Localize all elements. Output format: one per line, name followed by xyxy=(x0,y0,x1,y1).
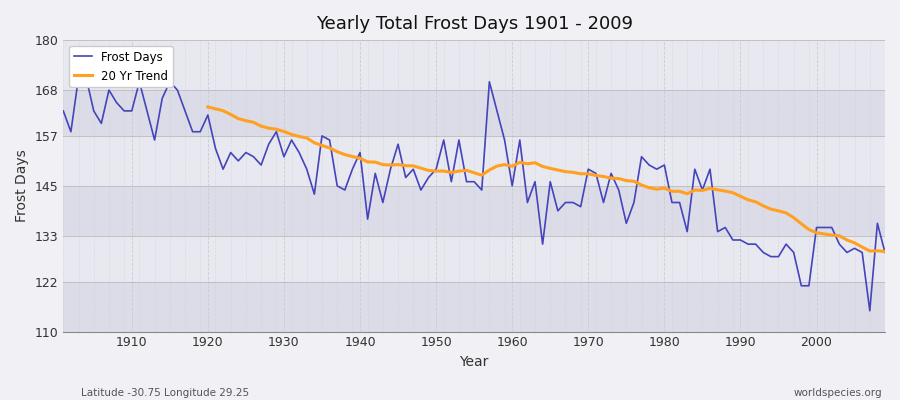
Title: Yearly Total Frost Days 1901 - 2009: Yearly Total Frost Days 1901 - 2009 xyxy=(316,15,633,33)
Bar xyxy=(63,282,885,332)
Frost Days xyxy=(293,150,304,155)
Bar xyxy=(63,136,885,186)
20 Yr Trend xyxy=(293,134,304,139)
20 Yr Trend xyxy=(674,189,685,194)
Y-axis label: Frost Days: Frost Days xyxy=(15,150,29,222)
X-axis label: Year: Year xyxy=(460,355,489,369)
Line: 20 Yr Trend: 20 Yr Trend xyxy=(208,107,885,252)
Frost Days xyxy=(58,108,68,113)
20 Yr Trend xyxy=(780,210,791,215)
Bar xyxy=(63,90,885,136)
Frost Days xyxy=(864,308,875,313)
Bar xyxy=(63,186,885,236)
Text: worldspecies.org: worldspecies.org xyxy=(794,388,882,398)
Frost Days xyxy=(73,75,84,80)
Frost Days xyxy=(879,250,890,255)
Line: Frost Days: Frost Days xyxy=(63,78,885,311)
Legend: Frost Days, 20 Yr Trend: Frost Days, 20 Yr Trend xyxy=(69,46,173,87)
Bar xyxy=(63,40,885,90)
Text: Latitude -30.75 Longitude 29.25: Latitude -30.75 Longitude 29.25 xyxy=(81,388,249,398)
20 Yr Trend xyxy=(850,240,860,245)
Bar xyxy=(63,236,885,282)
20 Yr Trend xyxy=(766,207,777,212)
Frost Days xyxy=(507,184,517,188)
20 Yr Trend xyxy=(408,164,418,168)
Frost Days xyxy=(515,138,526,142)
20 Yr Trend xyxy=(879,249,890,254)
Frost Days xyxy=(339,188,350,192)
Frost Days xyxy=(606,171,616,176)
Frost Days xyxy=(126,108,137,113)
20 Yr Trend xyxy=(202,104,213,109)
